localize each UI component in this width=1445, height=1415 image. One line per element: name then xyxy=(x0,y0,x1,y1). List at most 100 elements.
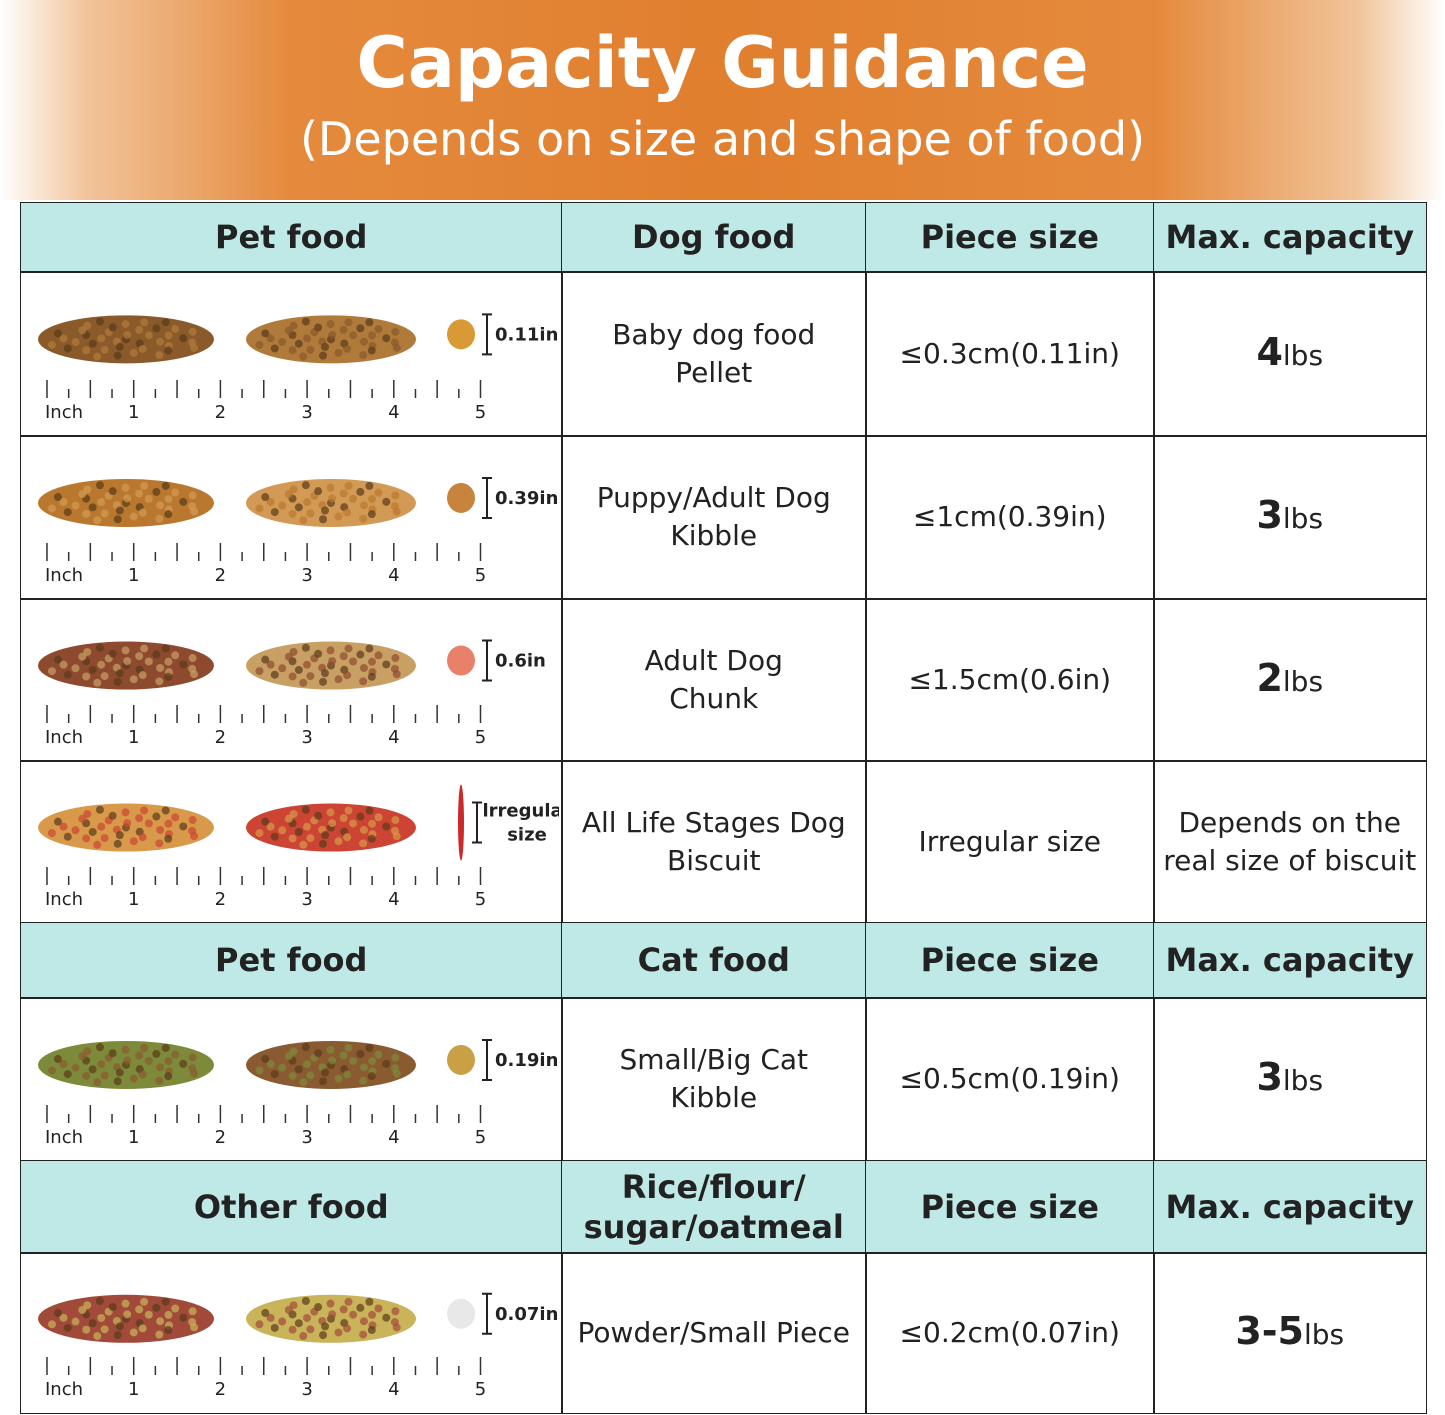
food-piece xyxy=(321,669,330,678)
food-piece xyxy=(115,506,124,515)
food-piece xyxy=(288,346,297,355)
food-piece xyxy=(314,323,323,332)
food-piece xyxy=(138,833,147,842)
food-piece xyxy=(299,352,308,361)
food-piece xyxy=(334,837,343,846)
food-piece xyxy=(359,839,368,848)
food-piece xyxy=(306,509,315,518)
food-piece xyxy=(82,1325,91,1334)
table-cell: Puppy/Adult Dog Kibble xyxy=(561,435,867,600)
ruler-label: 5 xyxy=(475,1127,486,1148)
table-cell: 0.39in Inch 1 2 3 4 5 xyxy=(20,435,563,600)
food-piece xyxy=(71,664,80,673)
food-piece xyxy=(113,677,122,686)
food-piece xyxy=(190,507,199,516)
food-piece xyxy=(190,1069,199,1078)
table-cell: Depends on the real size of biscuit xyxy=(1153,760,1427,924)
food-piece xyxy=(301,643,310,652)
food-piece xyxy=(321,1068,330,1077)
food-piece xyxy=(108,323,117,332)
capacity-amount: 4 xyxy=(1256,329,1283,374)
food-piece xyxy=(164,510,173,519)
food-piece xyxy=(93,840,102,849)
food-piece xyxy=(83,485,92,494)
food-piece xyxy=(100,1071,109,1080)
food-piece xyxy=(349,1310,358,1319)
food-piece xyxy=(152,1303,161,1312)
food-piece xyxy=(344,806,353,815)
food-piece xyxy=(156,337,165,346)
food-piece xyxy=(349,819,358,828)
food-piece xyxy=(190,1323,199,1332)
food-piece xyxy=(108,649,117,658)
food-piece xyxy=(82,834,91,843)
food-piece xyxy=(95,643,104,652)
food-piece xyxy=(321,506,330,515)
food-piece xyxy=(289,809,298,818)
table-cell: Small/Big Cat Kibble xyxy=(561,997,867,1162)
food-piece xyxy=(108,811,117,820)
food-piece xyxy=(328,1056,337,1065)
ruler-label: 1 xyxy=(128,727,139,748)
food-piece xyxy=(368,1310,377,1319)
food-piece xyxy=(164,1310,173,1319)
food-piece xyxy=(71,501,80,510)
food-type: Pellet xyxy=(675,355,753,389)
food-piece xyxy=(374,1050,383,1059)
food-piece xyxy=(299,678,308,687)
food-piece xyxy=(100,834,109,843)
food-piece xyxy=(97,660,106,669)
food-illustration: 0.07in Inch 1 2 3 4 5 xyxy=(38,1292,558,1400)
food-piece xyxy=(161,318,170,327)
food-piece xyxy=(140,806,149,815)
food-piece xyxy=(138,1324,147,1333)
food-piece xyxy=(343,344,352,353)
ruler-label: 4 xyxy=(388,727,399,748)
food-piece xyxy=(339,325,348,334)
food-piece xyxy=(255,1066,264,1075)
food-piece xyxy=(135,652,144,661)
header-text: Max. capacity xyxy=(1165,218,1415,257)
food-piece xyxy=(255,504,264,513)
food-piece xyxy=(368,331,377,340)
food-piece xyxy=(359,501,368,510)
capacity-unit: lbs xyxy=(1282,1064,1324,1098)
food-piece xyxy=(266,1313,275,1322)
food-piece xyxy=(289,321,298,330)
food-piece xyxy=(179,660,188,669)
food-piece xyxy=(59,660,68,669)
food-piece xyxy=(82,346,91,355)
food-piece xyxy=(321,342,330,351)
food-piece xyxy=(115,669,124,678)
ruler-label: 3 xyxy=(301,1127,312,1148)
food-piece xyxy=(255,340,264,349)
food-piece xyxy=(321,831,330,840)
food-piece xyxy=(326,1045,335,1054)
food-piece xyxy=(82,509,91,518)
food-piece xyxy=(339,489,348,498)
food-piece xyxy=(95,317,104,326)
food-type: All Life Stages Dog xyxy=(581,805,846,839)
subtitle: (Depends on size and shape of food) xyxy=(299,112,1146,166)
food-piece xyxy=(326,483,335,492)
food-piece xyxy=(144,1310,153,1319)
food-piece xyxy=(299,840,308,849)
food-piece xyxy=(188,327,197,336)
food-piece xyxy=(108,1049,117,1058)
ruler-label: 5 xyxy=(475,727,486,748)
food-piece xyxy=(179,497,188,506)
food-piece xyxy=(334,348,343,357)
capacity: 3lbs xyxy=(1256,496,1323,538)
food-piece xyxy=(382,822,391,831)
table-cell: 3lbs xyxy=(1153,435,1427,600)
food-piece xyxy=(140,481,149,490)
food-piece xyxy=(319,515,328,524)
food-piece xyxy=(314,1303,323,1312)
food-piece xyxy=(78,326,87,335)
food-piece xyxy=(78,490,87,499)
food-piece xyxy=(123,657,132,666)
food-piece xyxy=(328,330,337,339)
food-piece xyxy=(71,1317,80,1326)
piece-size: ≤1cm(0.39in) xyxy=(912,500,1107,534)
header-cell: Rice/flour/sugar/oatmeal xyxy=(561,1160,867,1254)
